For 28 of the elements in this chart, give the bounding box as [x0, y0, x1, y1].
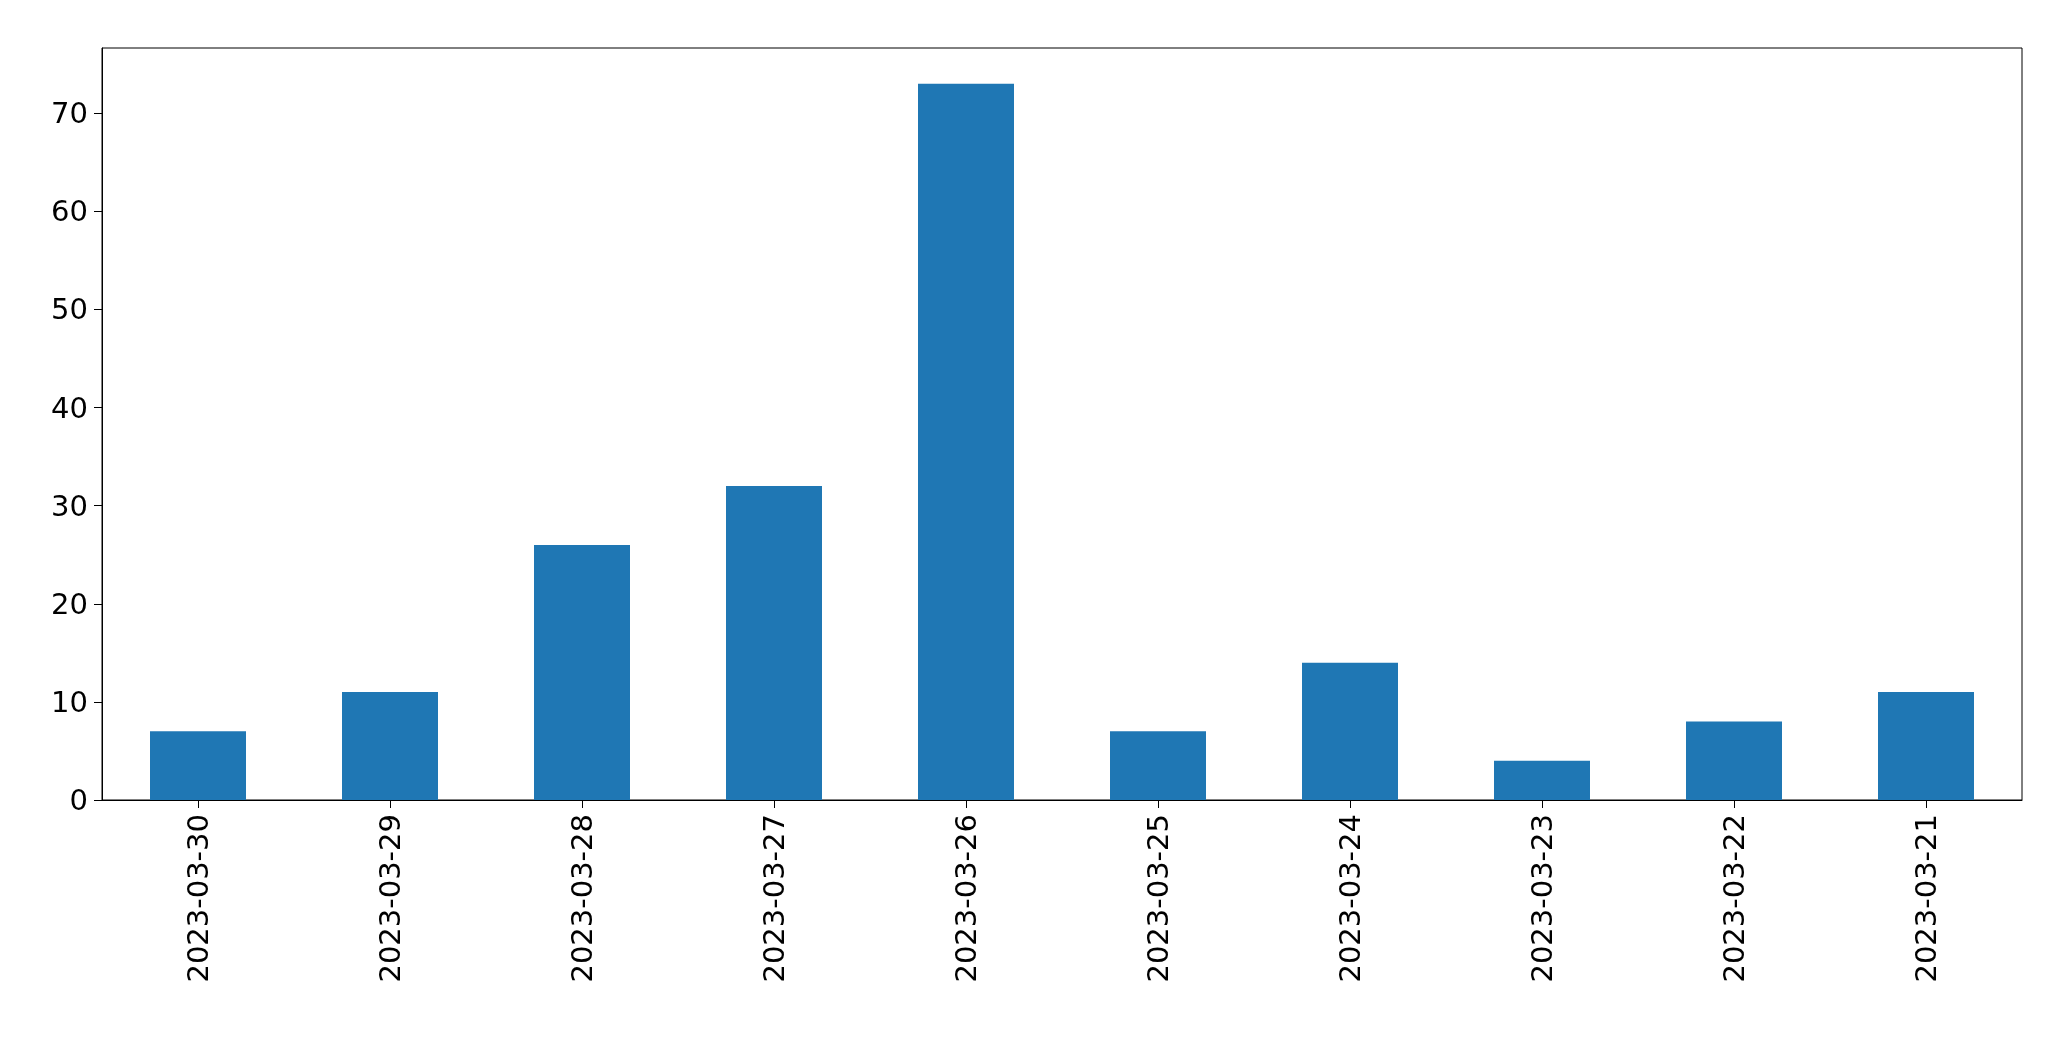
x-tick-label: 2023-03-27 — [757, 814, 791, 983]
x-tick-label: 2023-03-21 — [1909, 814, 1943, 983]
bar — [150, 731, 246, 800]
y-tick-label: 0 — [69, 783, 88, 817]
y-tick-label: 20 — [51, 586, 88, 621]
x-tick-label: 2023-03-22 — [1717, 814, 1751, 983]
x-tick-label: 2023-03-26 — [949, 814, 983, 983]
y-tick-label: 40 — [51, 390, 88, 425]
bar — [1110, 731, 1206, 800]
x-tick-label: 2023-03-28 — [565, 814, 599, 983]
bar — [1878, 692, 1974, 800]
bar — [534, 544, 630, 800]
bar — [1302, 662, 1398, 800]
x-tick-label: 2023-03-25 — [1141, 814, 1175, 983]
y-tick-label: 50 — [51, 292, 88, 327]
x-tick-label: 2023-03-24 — [1333, 814, 1367, 983]
bar — [726, 486, 822, 800]
y-tick-label: 10 — [51, 684, 88, 719]
bar — [1686, 721, 1782, 800]
x-tick-label: 2023-03-30 — [181, 814, 215, 983]
x-tick-label: 2023-03-23 — [1525, 814, 1559, 983]
y-tick-label: 70 — [51, 96, 88, 131]
bar — [342, 692, 438, 800]
y-tick-label: 30 — [51, 488, 88, 523]
y-tick-label: 60 — [51, 194, 88, 229]
bar — [1494, 760, 1590, 800]
x-tick-label: 2023-03-29 — [373, 814, 407, 983]
bar — [918, 83, 1014, 800]
